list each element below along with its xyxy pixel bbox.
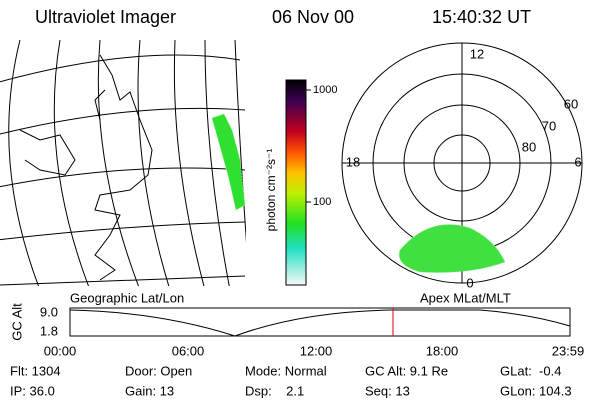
status-field: Gain: 13: [125, 383, 174, 398]
lat-label: 80: [522, 139, 536, 154]
title: Ultraviolet Imager: [35, 7, 176, 27]
x-tick-label: 23:59: [552, 343, 585, 358]
axis-label: GC Alt: [9, 303, 24, 341]
status-field: GLat: -0.4: [500, 363, 561, 378]
x-tick-label: 18:00: [426, 343, 459, 358]
y-tick-label: 1.8: [40, 323, 58, 338]
lat-label: 60: [564, 96, 578, 111]
map-label: Apex MLat/MLT: [420, 290, 511, 305]
globe-map: [0, 39, 246, 286]
colorbar-tick-label: 1000: [313, 84, 337, 96]
altitude-curve: [69, 309, 571, 337]
status-field: Seq: 13: [365, 383, 410, 398]
colorbar-label: photon cm⁻²s⁻¹: [264, 149, 278, 232]
status-field: Door: Open: [125, 363, 192, 378]
time: 15:40:32 UT: [432, 7, 531, 27]
x-tick-label: 00:00: [44, 343, 77, 358]
map-label: Geographic Lat/Lon: [70, 290, 184, 305]
altitude-frame: [69, 307, 571, 337]
mlt-label: 6: [574, 154, 581, 169]
mlt-label: 0: [466, 275, 473, 290]
mlt-label: 18: [346, 154, 360, 169]
date: 06 Nov 00: [272, 7, 354, 27]
x-tick-label: 06:00: [172, 343, 205, 358]
colorbar: [285, 79, 307, 286]
status-field: Dsp: 2.1: [245, 383, 304, 398]
status-field: GLon: 104.3: [500, 383, 572, 398]
x-tick-label: 12:00: [300, 343, 333, 358]
status-field: Flt: 1304: [10, 363, 61, 378]
colorbar-tick-label: 100: [313, 196, 331, 208]
y-tick-label: 9.0: [40, 304, 58, 319]
status-field: GC Alt: 9.1 Re: [365, 363, 448, 378]
mlt-label: 12: [470, 46, 484, 61]
polar-grid: [341, 42, 583, 284]
lat-label: 70: [542, 118, 556, 133]
status-panel: Flt: 1304 Door: Open Mode: Normal GC Alt: 9…: [10, 363, 572, 398]
status-field: Mode: Normal: [245, 363, 327, 378]
status-field: IP: 36.0: [10, 383, 55, 398]
